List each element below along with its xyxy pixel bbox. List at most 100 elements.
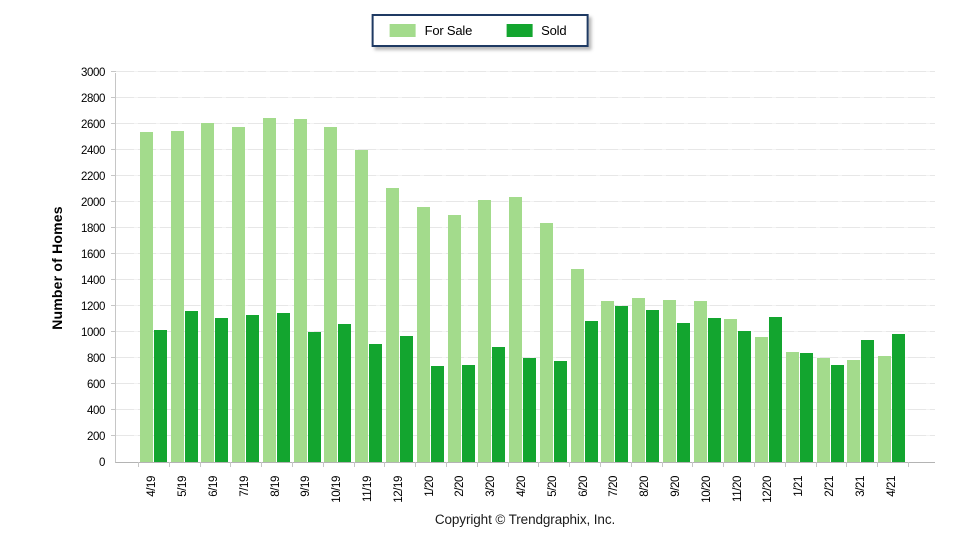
bar-for-sale <box>416 207 430 462</box>
for-sale-swatch-icon <box>389 24 416 37</box>
y-axis-tick <box>111 97 116 98</box>
bar-for-sale <box>509 197 523 462</box>
bar-for-sale <box>878 355 892 462</box>
y-axis-tick <box>111 123 116 124</box>
legend-item-for-sale: For Sale <box>389 23 473 38</box>
bar-group <box>323 73 354 462</box>
y-axis-tick <box>111 253 116 254</box>
bar-for-sale <box>447 215 461 462</box>
bar-for-sale <box>478 199 492 462</box>
legend-item-sold: Sold <box>506 23 567 38</box>
x-axis-tick <box>538 462 540 467</box>
x-axis-tick <box>569 462 571 467</box>
bar-group <box>692 73 723 462</box>
bar-groups <box>116 73 935 462</box>
x-axis-tick <box>476 462 478 467</box>
x-axis-tick <box>138 462 139 467</box>
legend: For Sale Sold <box>371 14 589 47</box>
y-axis-tick <box>111 149 116 150</box>
bar-group <box>261 73 292 462</box>
bar-sold <box>553 360 567 462</box>
bar-group <box>569 73 600 462</box>
x-axis-tick <box>507 462 509 467</box>
bar-sold <box>523 358 537 462</box>
bar-for-sale <box>355 150 369 462</box>
y-tick-label: 400 <box>87 404 105 417</box>
y-axis-tick <box>111 71 116 72</box>
y-axis-tick <box>111 305 116 306</box>
x-axis-tick <box>446 462 447 467</box>
x-axis-tick <box>908 462 909 467</box>
bar-sold <box>492 346 506 462</box>
legend-label-for-sale: For Sale <box>424 23 473 38</box>
bar-sold <box>892 333 906 462</box>
bar-group <box>200 73 231 462</box>
bar-for-sale <box>816 358 830 462</box>
bar-group <box>661 73 692 462</box>
x-axis-tick <box>630 462 632 467</box>
bar-for-sale <box>293 119 307 462</box>
bar-sold <box>246 315 260 462</box>
bar-sold <box>769 316 783 462</box>
bar-sold <box>369 343 383 462</box>
y-tick-label: 1400 <box>81 274 105 287</box>
y-axis-tick <box>111 331 116 332</box>
y-tick-label: 1800 <box>81 222 105 235</box>
y-axis-tick <box>111 435 116 436</box>
gridline <box>116 149 935 150</box>
y-axis-labels: 0 200 400 600 800 1000 1200 1400 1600 1800 2000 220… <box>55 67 105 469</box>
gridline <box>116 201 935 202</box>
y-axis-tick <box>111 409 116 410</box>
y-axis-tick <box>111 227 116 228</box>
y-tick-label: 3000 <box>81 66 105 79</box>
bar-sold <box>153 329 167 462</box>
x-axis-tick <box>600 462 601 467</box>
bar-for-sale <box>139 132 153 462</box>
gridline <box>116 331 935 332</box>
y-tick-label: 2800 <box>81 92 105 105</box>
copyright-text: Copyright © Trendgraphix, Inc. <box>434 512 616 527</box>
bar-group <box>538 73 569 462</box>
y-tick-label: 2000 <box>81 196 105 209</box>
bar-for-sale <box>386 187 399 462</box>
gridline <box>116 253 935 254</box>
x-axis-tick <box>877 462 879 467</box>
bar-group <box>876 73 907 462</box>
bar-group <box>169 73 200 462</box>
bar-group <box>138 73 169 462</box>
bar-sold <box>215 317 229 462</box>
gridline <box>116 357 935 358</box>
y-axis-tick <box>111 175 116 176</box>
bar-group <box>446 73 477 462</box>
bar-for-sale <box>201 122 215 462</box>
bar-group <box>846 73 877 462</box>
bar-sold <box>799 353 813 462</box>
y-tick-label: 2200 <box>81 170 105 183</box>
bar-group <box>630 73 661 462</box>
bar-sold <box>430 366 444 462</box>
y-tick-label: 2400 <box>81 144 105 157</box>
bar-group <box>230 73 261 462</box>
bar-sold <box>307 332 321 462</box>
y-tick-label: 1600 <box>81 248 105 261</box>
x-axis-tick <box>168 462 170 467</box>
plot-area <box>111 71 935 467</box>
bar-sold <box>738 330 752 462</box>
x-axis-tick <box>322 462 324 467</box>
x-axis-tick <box>230 462 232 467</box>
bar-for-sale <box>847 359 861 462</box>
gridline <box>116 71 935 72</box>
bar-sold <box>184 311 198 462</box>
bar-sold <box>861 340 875 462</box>
x-axis-tick <box>384 462 386 467</box>
legend-label-sold: Sold <box>541 23 567 38</box>
y-axis-tick <box>111 357 116 358</box>
x-axis-tick <box>199 462 201 467</box>
y-axis-tick <box>111 279 116 280</box>
bar-for-sale <box>262 117 276 462</box>
x-axis-tick <box>846 462 848 467</box>
bar-for-sale <box>632 298 646 462</box>
y-axis-tick <box>111 383 116 384</box>
x-axis-tick <box>692 462 694 467</box>
